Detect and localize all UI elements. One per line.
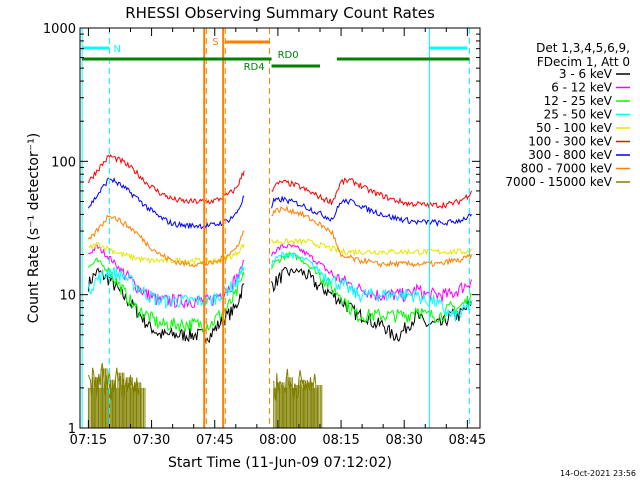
legend-entry-label: 7000 - 15000 keV — [505, 175, 612, 189]
series-line — [88, 241, 245, 265]
series-6-12-kev — [88, 243, 473, 310]
series-7000-15000-kev — [87, 362, 323, 428]
y-tick-label: 100 — [51, 155, 76, 170]
series-line — [88, 243, 245, 310]
series-50-100-kev — [88, 238, 473, 265]
legend-entry-label: 50 - 100 keV — [536, 121, 613, 135]
series-100-300-kev — [87, 154, 473, 210]
x-axis-label: Start Time (11-Jun-09 07:12:02) — [168, 455, 392, 471]
legend: Det 1,3,4,5,6,9, FDecim 1, Att 0 3 - 6 k… — [505, 41, 630, 189]
series-300-800-kev — [87, 177, 473, 230]
series-line — [271, 205, 473, 268]
series-line — [87, 257, 245, 333]
series-3-6-kev — [87, 266, 473, 344]
series-line — [271, 238, 473, 257]
legend-entry-label: 6 - 12 keV — [551, 81, 613, 95]
series-line — [87, 154, 245, 205]
series-12-25-kev — [87, 251, 472, 333]
series-25-50-kev — [87, 251, 473, 322]
legend-entry-label: 300 - 800 keV — [528, 148, 612, 162]
generation-timestamp: 14-Oct-2021 23:56 — [560, 469, 636, 478]
rd0-label: RD0 — [278, 50, 299, 61]
chart-title: RHESSI Observing Summary Count Rates — [125, 4, 435, 22]
x-tick-label: 08:45 — [449, 433, 486, 448]
legend-header-line-2: FDecim 1, Att 0 — [537, 55, 630, 69]
x-tick-label: 08:00 — [259, 433, 296, 448]
saa-label: S — [212, 37, 218, 48]
x-tick-label: 07:45 — [196, 433, 233, 448]
plot-frame — [79, 27, 481, 429]
x-tick-label: 08:15 — [322, 433, 359, 448]
series-line — [271, 177, 473, 210]
series-line — [87, 267, 245, 344]
legend-entry-label: 12 - 25 keV — [544, 94, 613, 108]
series-line — [87, 177, 245, 230]
rd4-label: RD4 — [244, 62, 265, 73]
axis-ticks: 07:15 07:30 07:45 08:00 08:15 08:30 08:45 1 10 10… — [43, 22, 486, 448]
y-tick-label: 1 — [68, 422, 76, 437]
legend-header-line-1: Det 1,3,4,5,6,9, — [536, 41, 630, 55]
x-tick-label: 07:15 — [70, 433, 107, 448]
legend-entry-label: 3 - 6 keV — [559, 67, 613, 81]
legend-entry-label: 25 - 50 keV — [544, 108, 613, 122]
annotation-layer: N S RD0 RD4 — [81, 28, 470, 428]
legend-entry-label: 800 - 7000 keV — [521, 162, 613, 176]
series-line — [271, 195, 473, 228]
series-line — [271, 243, 473, 303]
series-line — [271, 251, 473, 322]
y-axis-label: Count Rate (s⁻¹ detector⁻¹) — [26, 133, 42, 323]
series-line — [87, 214, 245, 268]
y-tick-label: 10 — [59, 289, 76, 304]
series-line — [271, 251, 472, 324]
series-layer — [87, 154, 473, 428]
x-tick-label: 08:30 — [385, 433, 422, 448]
series-line — [271, 266, 473, 342]
series-line — [87, 264, 245, 309]
series-800-7000-kev — [87, 205, 473, 268]
y-tick-label: 1000 — [43, 22, 76, 37]
legend-entry-label: 100 - 300 keV — [528, 135, 612, 149]
night-label: N — [113, 44, 120, 55]
x-tick-label: 07:30 — [133, 433, 170, 448]
